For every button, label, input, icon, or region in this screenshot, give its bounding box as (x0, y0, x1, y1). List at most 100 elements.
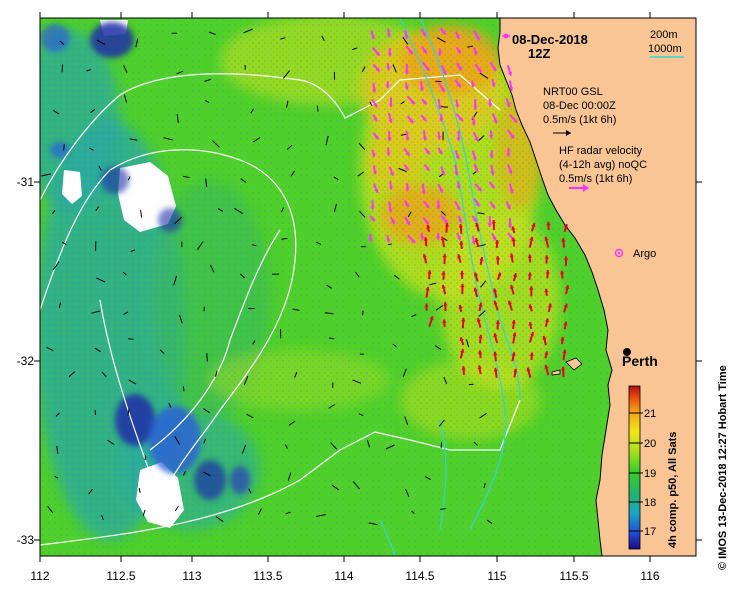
radar-arrow (372, 47, 381, 57)
model-arrow (438, 173, 444, 178)
colorbar-label: 4h comp. p50, All Sats (667, 432, 679, 548)
island (551, 369, 561, 376)
model-arrow (478, 310, 486, 317)
credit-text: © IMOS 13-Dec-2018 12:27 Hobart Time (717, 365, 729, 570)
radar-arrow (509, 284, 515, 295)
x-axis: 112 112.5 113 113.5 114 114.5 115 115.5 … (30, 569, 659, 583)
radar-arrow (476, 317, 482, 328)
radar-arrow (526, 367, 532, 379)
radar-arrow (404, 216, 411, 226)
radar-arrow (439, 114, 444, 122)
radar-arrow (494, 240, 500, 249)
radar-arrow (437, 147, 443, 155)
model-arrow (292, 308, 300, 311)
model-arrow (95, 206, 100, 212)
radar-arrow (491, 219, 496, 231)
radar-arrow (455, 46, 462, 55)
model-arrow (359, 211, 366, 218)
model-arrow (333, 203, 337, 213)
model-arrow (128, 338, 134, 340)
axis-ticks (34, 12, 702, 562)
radar-arrow (508, 80, 514, 92)
radar-arrow (371, 98, 378, 108)
radar-arrow (388, 166, 395, 176)
model-arrow (288, 420, 296, 426)
model-arrow (205, 100, 210, 104)
model-arrow (174, 216, 183, 225)
model-arrow (179, 314, 183, 324)
radar-arrow (422, 130, 427, 141)
radar-arrow (478, 350, 483, 359)
radar-arrow (437, 98, 442, 109)
model-arrow (358, 413, 364, 417)
radar-arrow (457, 254, 462, 263)
model-arrow (61, 241, 67, 246)
radar-arrow (388, 97, 393, 108)
model-arrow (203, 408, 210, 414)
model-arrow (96, 277, 106, 283)
radar-arrow (491, 113, 498, 124)
model-arrow (204, 78, 211, 82)
bathymetry-contours-white (40, 73, 521, 546)
land-western-australia (497, 17, 697, 557)
model-current-arrows (41, 28, 493, 526)
model-arrow (206, 353, 208, 362)
radar-arrow (474, 183, 483, 192)
model-arrow (182, 471, 186, 476)
model-arrow (252, 340, 256, 345)
radar-arrow (423, 237, 428, 247)
radar-arrow (440, 64, 447, 75)
model-arrow (440, 210, 446, 216)
model-arrow (54, 475, 59, 479)
model-arrow (329, 337, 335, 340)
model-arrow (129, 138, 138, 141)
model-arrow (240, 178, 247, 183)
model-arrow (56, 445, 59, 455)
radar-arrow (512, 273, 518, 282)
radar-arrow (471, 116, 476, 126)
model-arrow (407, 211, 412, 218)
radar-arrow (387, 47, 392, 57)
model-arrow (107, 439, 115, 445)
radar-arrow (528, 321, 533, 330)
radar-arrow (473, 163, 479, 173)
radar-arrow (404, 29, 409, 40)
model-arrow (41, 173, 52, 177)
radar-arrow (542, 335, 547, 346)
radar-arrow (423, 163, 431, 172)
model-arrow (479, 72, 489, 79)
model-arrow (53, 109, 60, 115)
radar-arrow (405, 130, 410, 141)
radar-arrow (493, 300, 499, 311)
model-arrow (294, 371, 298, 378)
model-arrow (176, 70, 184, 75)
model-arrow (203, 471, 211, 477)
model-arrow (472, 171, 477, 175)
model-arrow (440, 507, 446, 510)
y-tick-label: -33 (17, 533, 35, 547)
model-arrow (486, 519, 493, 524)
model-arrow (122, 271, 127, 276)
model-arrow (333, 176, 339, 181)
model-arrow (174, 505, 179, 512)
radar-arrow (477, 365, 482, 375)
radar-arrow (421, 61, 431, 72)
radar-arrow (509, 253, 514, 263)
model-arrow (251, 244, 257, 247)
model-arrow (352, 379, 362, 384)
radar-arrow (529, 286, 534, 297)
model-arrow (205, 178, 208, 187)
radar-arrow (508, 183, 514, 194)
radar-arrow (527, 272, 532, 281)
radar-arrow (488, 181, 496, 189)
model-arrow (355, 271, 360, 278)
radar-arrow (406, 95, 416, 105)
radar-arrow (455, 113, 464, 122)
model-arrow (411, 314, 417, 318)
radar-arrow (493, 367, 498, 378)
radar-arrow (512, 332, 517, 344)
radar-arrow (371, 149, 376, 158)
model-arrow (328, 404, 335, 409)
model-arrow (357, 171, 364, 177)
radar-arrow (443, 302, 448, 312)
